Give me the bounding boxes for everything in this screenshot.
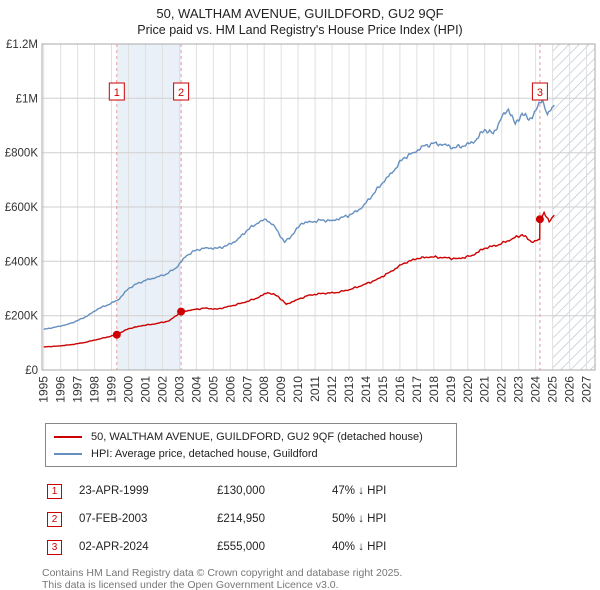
table-row: 1 23-APR-1999 £130,000 47% ↓ HPI [47,477,600,505]
x-tick-label: 2010 [291,376,305,403]
sale-date: 23-APR-1999 [79,485,149,497]
sale-number-badge: 2 [47,511,62,527]
property-line-swatch [54,435,82,438]
x-tick-label: 2002 [155,376,169,403]
y-tick-label: £800K [5,148,39,160]
x-tick-label: 2017 [410,376,424,403]
footer-line-2: This data is licensed under the Open Gov… [42,579,339,590]
x-tick-label: 2011 [308,376,322,402]
x-tick-label: 2009 [274,376,288,403]
x-tick-label: 2026 [563,376,577,403]
x-tick-label: 2020 [461,376,475,403]
x-tick-label: 1998 [88,376,102,403]
x-tick-label: 1999 [105,376,119,403]
x-tick-label: 2025 [546,376,560,403]
sale-date: 02-APR-2024 [79,541,149,553]
sale-price: £130,000 [217,485,265,497]
sale-marker-number: 1 [114,87,120,99]
sale-marker-box [531,82,548,101]
sales-table: 1 23-APR-1999 £130,000 47% ↓ HPI 2 07-FE… [47,477,600,561]
sale-point [112,330,121,339]
x-tick-label: 2019 [444,376,458,403]
footer-line-1: Contains HM Land Registry data © Crown c… [42,567,403,579]
x-tick-label: 2021 [478,376,492,403]
sale-marker-number: 2 [178,87,184,99]
x-tick-label: 2015 [376,376,390,403]
hpi-line [43,97,555,330]
legend-label-hpi: HPI: Average price, detached house, Guil… [91,447,318,460]
sale-number-badge: 3 [47,539,62,555]
y-tick-label: £0 [25,365,38,377]
legend-label-property: 50, WALTHAM AVENUE, GUILDFORD, GU2 9QF (… [91,430,423,443]
y-tick-label: £600K [5,202,39,214]
sale-hpi-delta: 50% ↓ HPI [332,513,387,525]
sale-price: £214,950 [217,513,265,525]
x-tick-label: 2027 [580,376,594,403]
x-tick-label: 2004 [189,376,203,403]
x-tick-label: 2013 [342,376,356,403]
x-tick-label: 1997 [71,376,85,403]
license-footer: Contains HM Land Registry data © Crown c… [42,567,600,590]
hpi-line-swatch [54,452,82,455]
x-tick-label: 2001 [139,376,153,403]
sale-hpi-delta: 47% ↓ HPI [332,485,387,497]
legend-item-hpi: HPI: Average price, detached house, Guil… [54,445,448,462]
table-row: 2 07-FEB-2003 £214,950 50% ↓ HPI [47,505,600,533]
x-tick-label: 1995 [37,376,51,403]
table-row: 3 02-APR-2024 £555,000 40% ↓ HPI [47,533,600,561]
y-tick-label: £400K [5,256,39,268]
sale-marker-box [173,82,190,101]
y-tick-label: £200K [5,311,39,323]
sale-price: £555,000 [217,541,265,553]
x-tick-label: 2008 [257,376,271,403]
x-tick-label: 2018 [427,376,441,403]
chart-legend: 50, WALTHAM AVENUE, GUILDFORD, GU2 9QF (… [45,423,457,467]
price-history-chart: 1995 1996 1997 1998 1999 2000 2001 2002 2003 2004… [5,39,596,403]
property-price-line [43,210,555,348]
x-tick-label: 2000 [122,376,136,403]
x-tick-label: 2006 [223,376,237,403]
sale-date: 07-FEB-2003 [79,513,148,525]
x-tick-label: 2024 [529,376,543,403]
legend-item-property: 50, WALTHAM AVENUE, GUILDFORD, GU2 9QF (… [54,428,448,445]
x-tick-label: 2003 [172,376,186,403]
sale-point [177,307,186,316]
y-tick-label: £1M [16,93,38,105]
x-tick-label: 2014 [359,376,373,403]
sale-number-badge: 1 [47,483,62,499]
x-tick-label: 2012 [325,376,339,403]
x-tick-label: 2016 [393,376,407,403]
sale-point [535,215,544,224]
x-tick-label: 1996 [54,376,68,403]
sale-marker-number: 3 [537,87,543,99]
x-tick-label: 2007 [240,376,254,403]
x-tick-label: 2022 [495,376,509,403]
page-title: 50, WALTHAM AVENUE, GUILDFORD, GU2 9QF [156,6,444,21]
y-tick-label: £1.2M [6,39,38,51]
sale-marker-box [108,82,125,101]
sale-hpi-delta: 40% ↓ HPI [332,541,387,553]
page-subtitle: Price paid vs. HM Land Registry's House … [137,23,463,37]
x-tick-label: 2023 [512,376,526,403]
x-tick-label: 2005 [206,376,220,403]
